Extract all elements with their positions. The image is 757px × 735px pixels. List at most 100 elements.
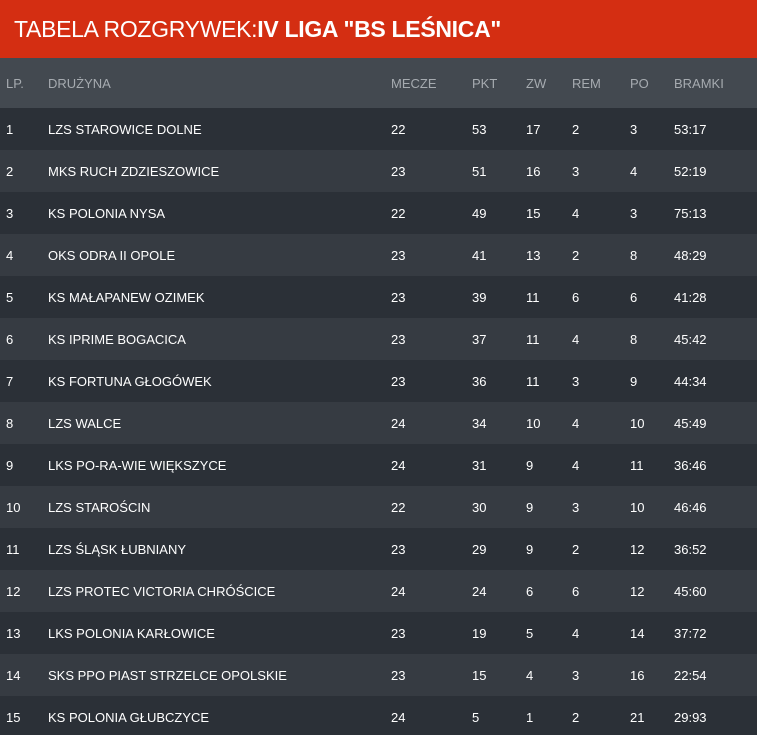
cell-pkt: 15 [472,667,487,683]
cell-po: 9 [630,373,638,389]
cell-rem: 3 [572,667,580,683]
cell-lp: 4 [6,247,14,263]
cell-zw: 13 [526,247,541,263]
cell-mecze: 22 [391,121,406,137]
cell-bramki: 48:29 [674,247,707,263]
cell-rem: 4 [572,625,580,641]
cell-pkt: 49 [472,205,487,221]
cell-bramki: 37:72 [674,625,707,641]
cell-lp: 12 [6,583,21,599]
cell-pkt: 41 [472,247,487,263]
standings-table: LP. DRUŻYNA MECZE PKT ZW REM PO BRAMKI 1… [0,58,757,735]
cell-team: LZS PROTEC VICTORIA CHRÓŚCICE [48,583,276,599]
cell-mecze: 24 [391,457,406,473]
cell-pkt: 37 [472,331,487,347]
cell-mecze: 23 [391,247,406,263]
cell-mecze: 24 [391,415,406,431]
cell-zw: 11 [526,331,540,347]
cell-mecze: 23 [391,289,406,305]
cell-rem: 4 [572,457,580,473]
cell-zw: 9 [526,541,534,557]
cell-pkt: 5 [472,709,480,725]
cell-bramki: 46:46 [674,499,707,515]
cell-pkt: 29 [472,541,487,557]
cell-pkt: 53 [472,121,487,137]
cell-bramki: 36:52 [674,541,707,557]
cell-team: LZS STAROWICE DOLNE [48,121,202,137]
cell-po: 8 [630,247,638,263]
table-row: 11 LZS ŚLĄSK ŁUBNIANY 23 29 9 2 12 36:52 [0,528,757,570]
cell-team: MKS RUCH ZDZIESZOWICE [48,163,220,179]
cell-bramki: 75:13 [674,205,707,221]
cell-mecze: 23 [391,373,406,389]
cell-team: KS MAŁAPANEW OZIMEK [48,289,205,305]
cell-bramki: 52:19 [674,163,707,179]
column-header-zw: ZW [526,75,547,91]
cell-mecze: 24 [391,583,406,599]
cell-lp: 15 [6,709,21,725]
cell-bramki: 45:60 [674,583,707,599]
cell-po: 11 [630,457,644,473]
cell-zw: 1 [526,709,534,725]
cell-team: KS FORTUNA GŁOGÓWEK [48,373,212,389]
cell-lp: 8 [6,415,14,431]
cell-team: LKS PO-RA-WIE WIĘKSZYCE [48,457,227,473]
cell-rem: 2 [572,709,580,725]
cell-mecze: 23 [391,331,406,347]
cell-rem: 3 [572,163,580,179]
cell-zw: 5 [526,625,534,641]
cell-team: KS POLONIA NYSA [48,205,166,221]
cell-zw: 15 [526,205,541,221]
cell-pkt: 31 [472,457,487,473]
cell-po: 10 [630,499,645,515]
cell-team: LZS WALCE [48,415,122,431]
cell-mecze: 23 [391,625,406,641]
column-header-pkt: PKT [472,75,498,91]
column-header-bramki: BRAMKI [674,75,724,91]
cell-po: 3 [630,205,638,221]
cell-team: OKS ODRA II OPOLE [48,247,176,263]
cell-pkt: 19 [472,625,487,641]
cell-zw: 9 [526,499,534,515]
cell-po: 10 [630,415,645,431]
table-row: 7 KS FORTUNA GŁOGÓWEK 23 36 11 3 9 44:34 [0,360,757,402]
cell-rem: 2 [572,541,580,557]
cell-po: 14 [630,625,645,641]
cell-po: 16 [630,667,645,683]
column-header-team: DRUŻYNA [48,75,111,91]
cell-bramki: 41:28 [674,289,707,305]
cell-mecze: 24 [391,709,406,725]
table-row: 6 KS IPRIME BOGACICA 23 37 11 4 8 45:42 [0,318,757,360]
cell-bramki: 45:49 [674,415,707,431]
table-row: 13 LKS POLONIA KARŁOWICE 23 19 5 4 14 37:72 [0,612,757,654]
cell-lp: 9 [6,457,14,473]
cell-rem: 2 [572,247,580,263]
cell-zw: 6 [526,583,534,599]
cell-team: SKS PPO PIAST STRZELCE OPOLSKIE [48,667,287,683]
cell-lp: 10 [6,499,21,515]
cell-zw: 10 [526,415,541,431]
table-row: 14 SKS PPO PIAST STRZELCE OPOLSKIE 23 15 4 3 1… [0,654,757,696]
cell-zw: 4 [526,667,534,683]
cell-po: 8 [630,331,638,347]
cell-rem: 3 [572,499,580,515]
cell-mecze: 23 [391,163,406,179]
cell-rem: 6 [572,583,580,599]
cell-zw: 16 [526,163,541,179]
cell-bramki: 53:17 [674,121,707,137]
cell-pkt: 51 [472,163,487,179]
cell-mecze: 22 [391,499,406,515]
cell-zw: 11 [526,373,540,389]
cell-bramki: 22:54 [674,667,707,683]
cell-po: 21 [630,709,645,725]
column-header-mecze: MECZE [391,75,437,91]
cell-rem: 4 [572,205,580,221]
table-row: 2 MKS RUCH ZDZIESZOWICE 23 51 16 3 4 52:19 [0,150,757,192]
column-header-po: PO [630,75,649,91]
cell-bramki: 36:46 [674,457,707,473]
cell-pkt: 30 [472,499,487,515]
cell-team: LZS ŚLĄSK ŁUBNIANY [48,541,186,557]
cell-bramki: 45:42 [674,331,707,347]
cell-rem: 6 [572,289,580,305]
cell-rem: 2 [572,121,580,137]
